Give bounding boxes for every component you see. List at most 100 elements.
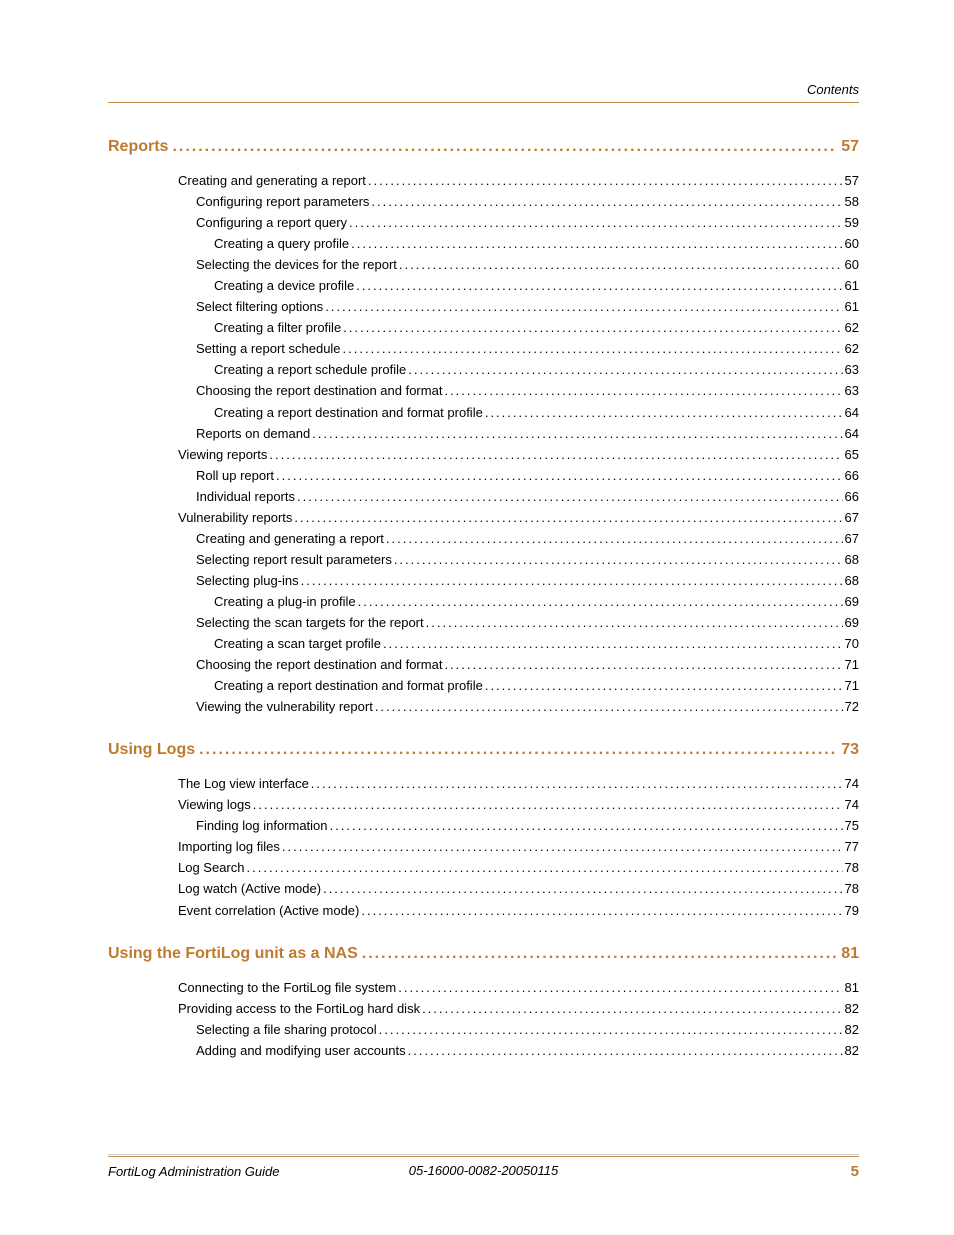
- toc-entry[interactable]: Reports on demand.......................…: [108, 423, 859, 444]
- toc-entry[interactable]: Creating a report destination and format…: [108, 675, 859, 696]
- toc-entry-page: 59: [845, 212, 859, 233]
- toc-leader-dots: ........................................…: [358, 591, 843, 612]
- toc-entry[interactable]: Creating and generating a report........…: [108, 528, 859, 549]
- toc-entry[interactable]: Connecting to the FortiLog file system..…: [108, 977, 859, 998]
- toc-leader-dots: ........................................…: [379, 1019, 843, 1040]
- toc-entry[interactable]: Creating a filter profile...............…: [108, 317, 859, 338]
- toc-entry-page: 68: [845, 570, 859, 591]
- toc-leader-dots: ........................................…: [399, 254, 843, 275]
- toc-entry[interactable]: Configuring report parameters...........…: [108, 191, 859, 212]
- toc-entry-title: Creating a device profile: [214, 275, 354, 296]
- toc-entry[interactable]: Viewing the vulnerability report........…: [108, 696, 859, 717]
- footer-rule-accent: [108, 1156, 859, 1157]
- toc-entry-page: 69: [845, 591, 859, 612]
- toc-entry[interactable]: Choosing the report destination and form…: [108, 380, 859, 401]
- toc-entry[interactable]: Setting a report schedule...............…: [108, 338, 859, 359]
- toc-entry[interactable]: Vulnerability reports...................…: [108, 507, 859, 528]
- toc-entry[interactable]: Choosing the report destination and form…: [108, 654, 859, 675]
- toc-leader-dots: ........................................…: [383, 633, 843, 654]
- footer-content: FortiLog Administration Guide 05-16000-0…: [108, 1163, 859, 1180]
- toc-leader-dots: ........................................…: [311, 773, 843, 794]
- toc-entry[interactable]: Creating a plug-in profile..............…: [108, 591, 859, 612]
- toc-entry-title: Connecting to the FortiLog file system: [178, 977, 396, 998]
- toc-leader-dots: ........................................…: [351, 233, 842, 254]
- toc-leader-dots: ........................................…: [349, 212, 843, 233]
- footer-page-number: 5: [851, 1163, 859, 1180]
- toc-entry-page: 82: [845, 1019, 859, 1040]
- toc-entry-title: Log watch (Active mode): [178, 878, 321, 899]
- toc-entry[interactable]: Selecting the devices for the report....…: [108, 254, 859, 275]
- toc-entry-page: 79: [845, 900, 859, 921]
- toc-entry-page: 72: [845, 696, 859, 717]
- toc-leader-dots: ........................................…: [269, 444, 842, 465]
- toc-entry[interactable]: Log Search..............................…: [108, 857, 859, 878]
- toc-leader-dots: ........................................…: [394, 549, 843, 570]
- toc-entry-title: Creating a report destination and format…: [214, 675, 483, 696]
- toc-entry-page: 67: [845, 507, 859, 528]
- toc-entry-page: 62: [845, 317, 859, 338]
- toc-entry-title: Reports on demand: [196, 423, 310, 444]
- toc-leader-dots: ........................................…: [253, 794, 843, 815]
- toc-entry-title: Configuring a report query: [196, 212, 347, 233]
- toc-entry[interactable]: Importing log files.....................…: [108, 836, 859, 857]
- toc-entry[interactable]: Creating a scan target profile..........…: [108, 633, 859, 654]
- footer-rule: [108, 1154, 859, 1155]
- toc-entry-page: 81: [845, 977, 859, 998]
- toc-section-heading[interactable]: Using the FortiLog unit as a NAS .......…: [108, 945, 859, 963]
- toc-entry[interactable]: Selecting plug-ins......................…: [108, 570, 859, 591]
- toc-entry[interactable]: Finding log information.................…: [108, 815, 859, 836]
- toc-entry-page: 62: [845, 338, 859, 359]
- table-of-contents: Reports ................................…: [108, 138, 859, 1061]
- toc-entry[interactable]: Roll up report..........................…: [108, 465, 859, 486]
- toc-entry-page: 61: [845, 275, 859, 296]
- toc-entry[interactable]: Creating a device profile...............…: [108, 275, 859, 296]
- toc-leader-dots: ........................................…: [343, 338, 843, 359]
- toc-entry[interactable]: The Log view interface..................…: [108, 773, 859, 794]
- toc-section-heading[interactable]: Reports ................................…: [108, 138, 859, 156]
- toc-leader-dots: ........................................…: [247, 857, 843, 878]
- toc-entry-title: Creating and generating a report: [178, 170, 366, 191]
- toc-entry-title: Creating a plug-in profile: [214, 591, 356, 612]
- toc-section-heading[interactable]: Using Logs .............................…: [108, 741, 859, 759]
- toc-entry[interactable]: Creating a query profile................…: [108, 233, 859, 254]
- toc-entry-page: 65: [845, 444, 859, 465]
- toc-entry-title: Creating a report destination and format…: [214, 402, 483, 423]
- toc-entry[interactable]: Select filtering options................…: [108, 296, 859, 317]
- toc-entry-title: Viewing logs: [178, 794, 251, 815]
- toc-leader-dots: ........................................…: [343, 317, 842, 338]
- toc-leader-dots: ........................................…: [361, 900, 842, 921]
- toc-entry-title: Importing log files: [178, 836, 280, 857]
- toc-entry-page: 64: [845, 423, 859, 444]
- toc-entry-page: 71: [845, 654, 859, 675]
- toc-entry[interactable]: Providing access to the FortiLog hard di…: [108, 998, 859, 1019]
- toc-entry[interactable]: Creating and generating a report........…: [108, 170, 859, 191]
- toc-entry-title: Creating a query profile: [214, 233, 349, 254]
- toc-entry-title: Selecting the devices for the report: [196, 254, 397, 275]
- toc-entry-title: Creating and generating a report: [196, 528, 384, 549]
- toc-leader-dots: ........................................…: [282, 836, 843, 857]
- toc-entry-title: Selecting plug-ins: [196, 570, 299, 591]
- toc-entry[interactable]: Adding and modifying user accounts......…: [108, 1040, 859, 1061]
- toc-entry[interactable]: Log watch (Active mode).................…: [108, 878, 859, 899]
- toc-entry[interactable]: Viewing logs............................…: [108, 794, 859, 815]
- toc-entry[interactable]: Creating a report destination and format…: [108, 402, 859, 423]
- header-label: Contents: [807, 82, 859, 97]
- toc-leader-dots: ........................................…: [408, 359, 842, 380]
- toc-leader-dots: ........................................…: [485, 402, 843, 423]
- toc-entry-page: 64: [845, 402, 859, 423]
- toc-entry-page: 74: [845, 773, 859, 794]
- toc-entry-title: Viewing reports: [178, 444, 267, 465]
- toc-entry[interactable]: Event correlation (Active mode).........…: [108, 900, 859, 921]
- toc-entry[interactable]: Selecting the scan targets for the repor…: [108, 612, 859, 633]
- toc-entry-page: 82: [845, 998, 859, 1019]
- toc-entry[interactable]: Selecting a file sharing protocol.......…: [108, 1019, 859, 1040]
- toc-leader-dots: ........................................…: [362, 945, 837, 963]
- toc-section-title: Using Logs: [108, 741, 195, 759]
- footer: FortiLog Administration Guide 05-16000-0…: [108, 1154, 859, 1180]
- toc-entry[interactable]: Configuring a report query..............…: [108, 212, 859, 233]
- toc-entry[interactable]: Individual reports......................…: [108, 486, 859, 507]
- toc-entry[interactable]: Viewing reports.........................…: [108, 444, 859, 465]
- toc-entry[interactable]: Creating a report schedule profile......…: [108, 359, 859, 380]
- toc-entry[interactable]: Selecting report result parameters......…: [108, 549, 859, 570]
- toc-entry-page: 66: [845, 465, 859, 486]
